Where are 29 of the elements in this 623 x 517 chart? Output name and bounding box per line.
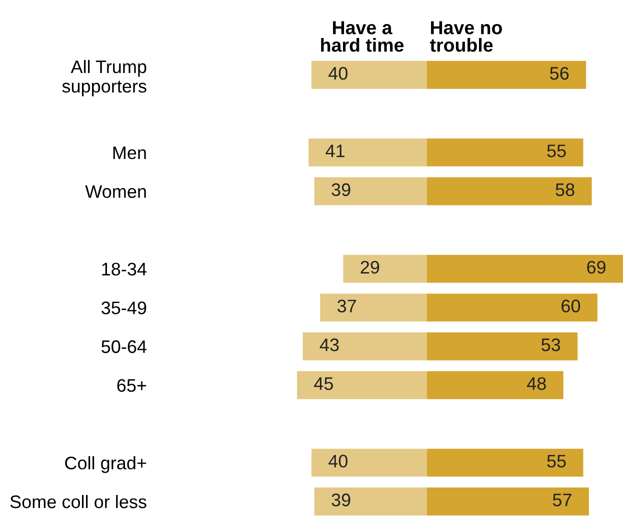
y-tick-label: 35-49 bbox=[102, 302, 146, 314]
data-label: 60 bbox=[562, 300, 580, 312]
data-label: 37 bbox=[337, 300, 356, 312]
data-label: 40 bbox=[328, 66, 348, 80]
y-tick-label: Coll grad+ bbox=[65, 456, 146, 473]
data-label: 55 bbox=[547, 454, 566, 468]
y-tick-label: Some coll or less bbox=[10, 494, 146, 508]
data-label: 29 bbox=[360, 260, 380, 274]
data-label: 39 bbox=[332, 183, 350, 196]
data-label: 40 bbox=[328, 454, 348, 468]
y-tick-label: Men bbox=[113, 146, 146, 160]
data-label: 48 bbox=[527, 377, 546, 390]
data-label: 55 bbox=[547, 144, 566, 158]
series-label: Have a hard time bbox=[321, 21, 404, 52]
y-tick-label: 18-34 bbox=[102, 262, 146, 276]
y-tick-label: All Trump supporters bbox=[62, 60, 146, 96]
data-label: 45 bbox=[314, 377, 333, 390]
series-label: Have no trouble bbox=[430, 21, 502, 52]
y-tick-label: 50-64 bbox=[102, 340, 146, 354]
data-label: 56 bbox=[550, 66, 569, 80]
data-label: 58 bbox=[556, 183, 574, 196]
data-label: 57 bbox=[552, 494, 572, 506]
y-tick-label: 65+ bbox=[117, 379, 146, 392]
data-label: 43 bbox=[320, 338, 339, 352]
y-tick-label: Women bbox=[85, 185, 146, 198]
data-label: 53 bbox=[542, 338, 560, 352]
data-label: 41 bbox=[326, 144, 344, 158]
data-label: 69 bbox=[587, 260, 606, 274]
data-label: 39 bbox=[332, 494, 350, 506]
